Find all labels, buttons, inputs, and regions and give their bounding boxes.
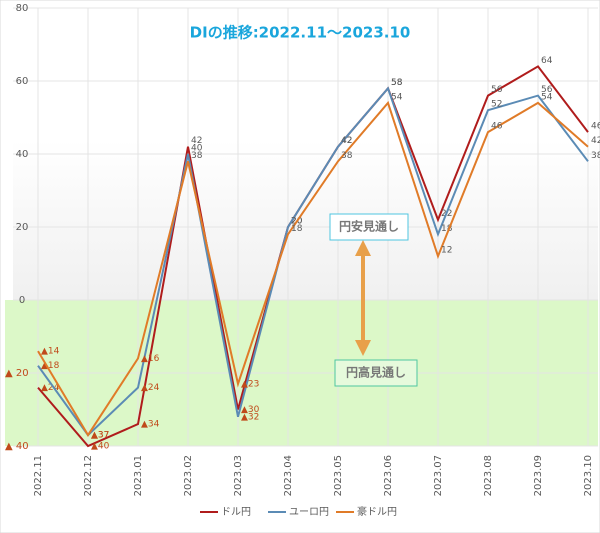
data-label: ▲14 (41, 347, 60, 357)
data-label: ▲40 (91, 442, 110, 452)
x-tick-label: 2023.08 (483, 455, 494, 496)
data-label: 58 (391, 78, 403, 88)
annotation: 円安見通し (339, 219, 399, 234)
data-label: ▲34 (141, 420, 160, 430)
data-label: 18 (291, 224, 303, 234)
chart-title: DIの推移:2022.11〜2023.10 (190, 24, 411, 42)
data-label: ▲24 (141, 383, 160, 393)
annotation: 円高見通し (346, 365, 406, 380)
data-label: ▲24 (41, 383, 60, 393)
data-label: 38 (191, 151, 203, 161)
y-tick-label: 20 (16, 222, 29, 233)
y-tick-label: ▲ 40 (5, 441, 29, 452)
data-label: ▲18 (41, 361, 60, 371)
data-label: 46 (491, 122, 503, 132)
yen-weak-zone (13, 140, 598, 300)
data-label: 42 (341, 136, 352, 146)
x-tick-label: 2023.06 (383, 455, 394, 496)
data-label: 42 (341, 136, 352, 146)
x-tick-label: 2023.04 (283, 455, 294, 496)
annotation-box (329, 213, 409, 241)
x-tick-label: 2022.11 (33, 455, 44, 496)
y-tick-label: ▲ 20 (5, 368, 29, 379)
data-label: ▲16 (141, 354, 160, 364)
x-tick-label: 2023.07 (433, 455, 444, 496)
x-tick-label: 2023.02 (183, 455, 194, 496)
data-label: 52 (491, 100, 502, 110)
data-label: 58 (391, 78, 403, 88)
data-label: ▲37 (91, 431, 109, 441)
legend-label: ユーロ円 (289, 507, 329, 518)
data-label: 40 (191, 144, 203, 154)
data-label: 64 (541, 56, 553, 66)
legend-label: 豪ドル円 (357, 505, 397, 518)
data-label: 38 (591, 151, 600, 161)
y-tick-label: 40 (16, 149, 29, 160)
data-label: 42 (191, 136, 202, 146)
data-label: 54 (391, 92, 403, 102)
data-label: ▲32 (241, 412, 259, 422)
x-tick-label: 2023.10 (583, 455, 594, 496)
data-label: ▲37 (91, 431, 109, 441)
series-line (37, 100, 589, 437)
y-tick-label: 0 (19, 295, 25, 306)
data-label: 56 (541, 85, 553, 95)
x-tick-label: 2022.12 (83, 455, 94, 496)
y-tick-label: 60 (16, 76, 29, 87)
y-tick-label: 80 (16, 3, 29, 14)
x-tick-label: 2023.03 (233, 455, 244, 496)
legend-label: ドル円 (221, 507, 251, 518)
data-label: 38 (341, 151, 353, 161)
x-tick-label: 2023.05 (333, 455, 344, 496)
data-label: 56 (491, 85, 503, 95)
data-label: 18 (441, 224, 453, 234)
data-label: 46 (591, 122, 600, 132)
x-tick-label: 2023.01 (133, 455, 144, 496)
data-label: 54 (541, 92, 553, 102)
x-tick-label: 2023.09 (533, 455, 544, 496)
data-label: 12 (441, 246, 452, 256)
annotation-box (334, 359, 418, 387)
series-line (37, 86, 589, 437)
data-label: 42 (591, 136, 600, 146)
data-label: ▲23 (241, 379, 259, 389)
data-label: ▲30 (241, 405, 260, 415)
